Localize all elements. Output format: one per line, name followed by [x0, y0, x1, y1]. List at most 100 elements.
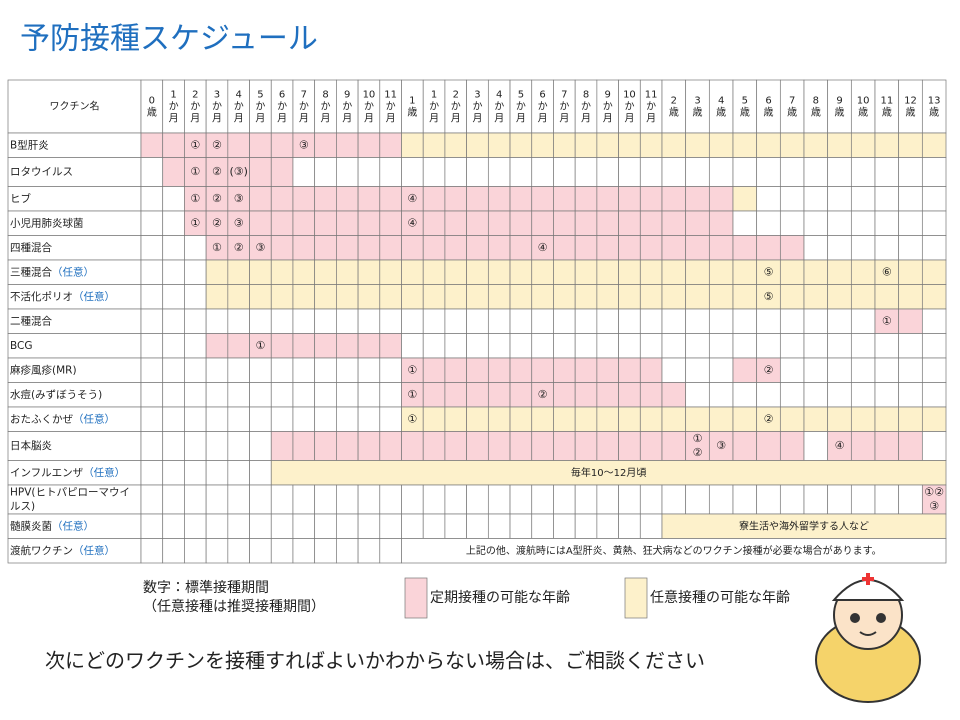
cell [487, 259, 511, 285]
cell [140, 235, 164, 261]
dose-mark: ① [407, 388, 417, 401]
cell [162, 431, 185, 461]
cell [898, 284, 923, 310]
cell [379, 406, 402, 432]
cell [553, 284, 576, 310]
cell [314, 235, 337, 261]
cell [336, 382, 359, 408]
cell [379, 538, 402, 564]
cell [422, 157, 446, 187]
cell [639, 382, 663, 408]
header-cell [803, 79, 829, 134]
cell [531, 210, 554, 236]
cell [292, 259, 316, 285]
vaccine-name: 二種混合 [10, 314, 52, 327]
cell [596, 513, 619, 539]
cell [140, 333, 164, 359]
cell [401, 132, 424, 158]
dose-mark: ② [538, 388, 548, 401]
optional-tag: （任意） [52, 265, 94, 278]
cell [779, 357, 805, 383]
cell [827, 259, 852, 285]
cell [596, 186, 619, 212]
cell [708, 406, 734, 432]
cell [314, 357, 337, 383]
cell [140, 484, 164, 515]
cell [466, 382, 489, 408]
cell [921, 210, 947, 236]
cell [140, 382, 164, 408]
vaccine-label: 渡航ワクチン [10, 544, 73, 557]
column-header: 3 か月 [472, 90, 482, 125]
column-header: 10 か月 [363, 90, 376, 125]
cell [596, 357, 619, 383]
cell [756, 333, 781, 359]
cell [162, 157, 185, 187]
cell [379, 382, 402, 408]
cell [732, 357, 758, 383]
cell [140, 284, 164, 310]
column-header: 4 か月 [234, 90, 244, 125]
cell [618, 284, 641, 310]
cell [732, 308, 758, 334]
cell [162, 235, 185, 261]
name-cell [7, 484, 142, 515]
cell [509, 484, 533, 515]
cell [249, 259, 272, 285]
cell [596, 157, 619, 187]
cell [827, 308, 852, 334]
cell [487, 513, 511, 539]
cell [487, 186, 511, 212]
cell [379, 259, 402, 285]
cell [184, 406, 207, 432]
cell [779, 259, 805, 285]
cell [827, 235, 852, 261]
cell [466, 308, 489, 334]
cell [596, 308, 619, 334]
cell [827, 157, 852, 187]
cell [466, 259, 489, 285]
cell [685, 382, 710, 408]
cell [270, 431, 294, 461]
cell [661, 157, 687, 187]
cell [184, 308, 207, 334]
cell [292, 186, 316, 212]
cell [574, 157, 598, 187]
vaccine-name: B型肝炎 [10, 138, 49, 151]
cell [685, 210, 710, 236]
cell [827, 333, 852, 359]
cell [205, 308, 229, 334]
cell [732, 235, 758, 261]
cell [184, 382, 207, 408]
cell [336, 333, 359, 359]
cell [779, 210, 805, 236]
cell [921, 308, 947, 334]
dose-mark: ③ [299, 138, 309, 151]
cell [639, 308, 663, 334]
cell [444, 333, 467, 359]
cell [827, 406, 852, 432]
cell [574, 210, 598, 236]
cell [553, 333, 576, 359]
column-header: 2 か月 [451, 90, 461, 125]
cell [249, 157, 272, 187]
cell [379, 235, 402, 261]
legend-note: 数字：標準接種期間 [143, 580, 269, 596]
title: 予防接種スケジュール [20, 22, 318, 57]
cell [779, 406, 805, 432]
cell [509, 357, 533, 383]
cell [639, 186, 663, 212]
cell [874, 382, 900, 408]
header-cell [685, 79, 710, 134]
cell [162, 406, 185, 432]
cell [466, 484, 489, 515]
column-header: 11 歳 [880, 96, 893, 119]
cell [336, 538, 359, 564]
cell [661, 259, 687, 285]
cell [732, 382, 758, 408]
cell [779, 157, 805, 187]
cell [874, 406, 900, 432]
cell [422, 235, 446, 261]
name-cell [7, 186, 142, 212]
cell [732, 186, 758, 212]
